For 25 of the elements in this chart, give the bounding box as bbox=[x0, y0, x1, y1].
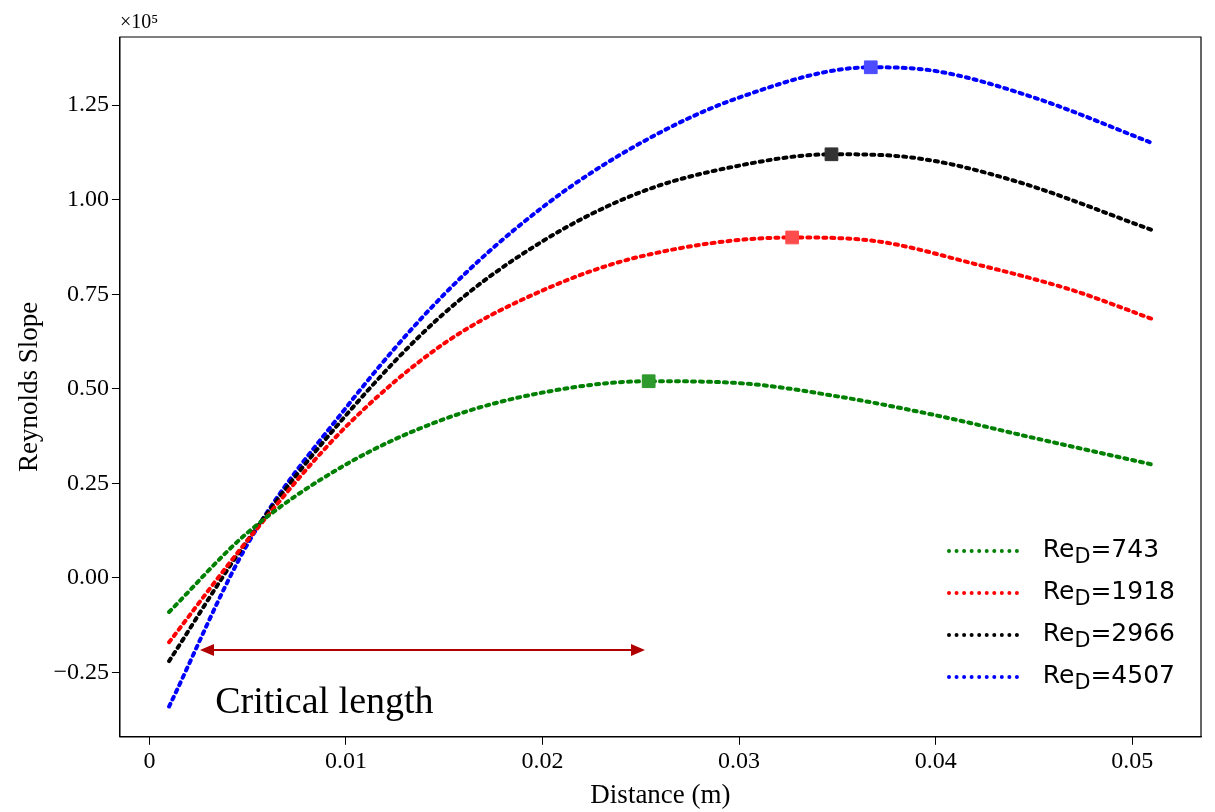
x-tick-label: 0.05 bbox=[1111, 747, 1154, 774]
x-tick-label: 0.04 bbox=[914, 747, 957, 774]
y-tick-label: 0.00 bbox=[66, 563, 109, 590]
y-tick-label: 0.75 bbox=[66, 279, 109, 306]
x-tick-label: 0 bbox=[143, 747, 156, 774]
legend-label: Re$_{D}$=1918 bbox=[1042, 576, 1175, 610]
x-tick-label: 0.02 bbox=[521, 747, 564, 774]
point bbox=[641, 374, 656, 389]
x-tick-label: 0.03 bbox=[718, 747, 761, 774]
annotation: Critical length bbox=[215, 678, 434, 721]
legend-label: Re$_{D}$=4507 bbox=[1042, 660, 1175, 694]
text: ×10⁵ bbox=[119, 10, 159, 33]
legend-label: Re$_{D}$=743 bbox=[1042, 534, 1160, 568]
legend-label: Re$_{D}$=2966 bbox=[1042, 618, 1175, 652]
point bbox=[863, 60, 878, 75]
y-tick-label: 1.25 bbox=[66, 90, 109, 117]
point bbox=[824, 147, 839, 162]
y-axis-title: Reynolds Slope bbox=[13, 301, 44, 473]
y-tick-label: 0.50 bbox=[66, 374, 109, 401]
y-tick-label: 0.25 bbox=[66, 468, 109, 495]
y-tick-label: −0.25 bbox=[53, 657, 109, 684]
point bbox=[785, 230, 800, 245]
x-tick-label: 0.01 bbox=[324, 747, 367, 774]
x-axis-title: Distance (m) bbox=[590, 778, 731, 809]
y-tick-label: 1.00 bbox=[66, 184, 109, 211]
